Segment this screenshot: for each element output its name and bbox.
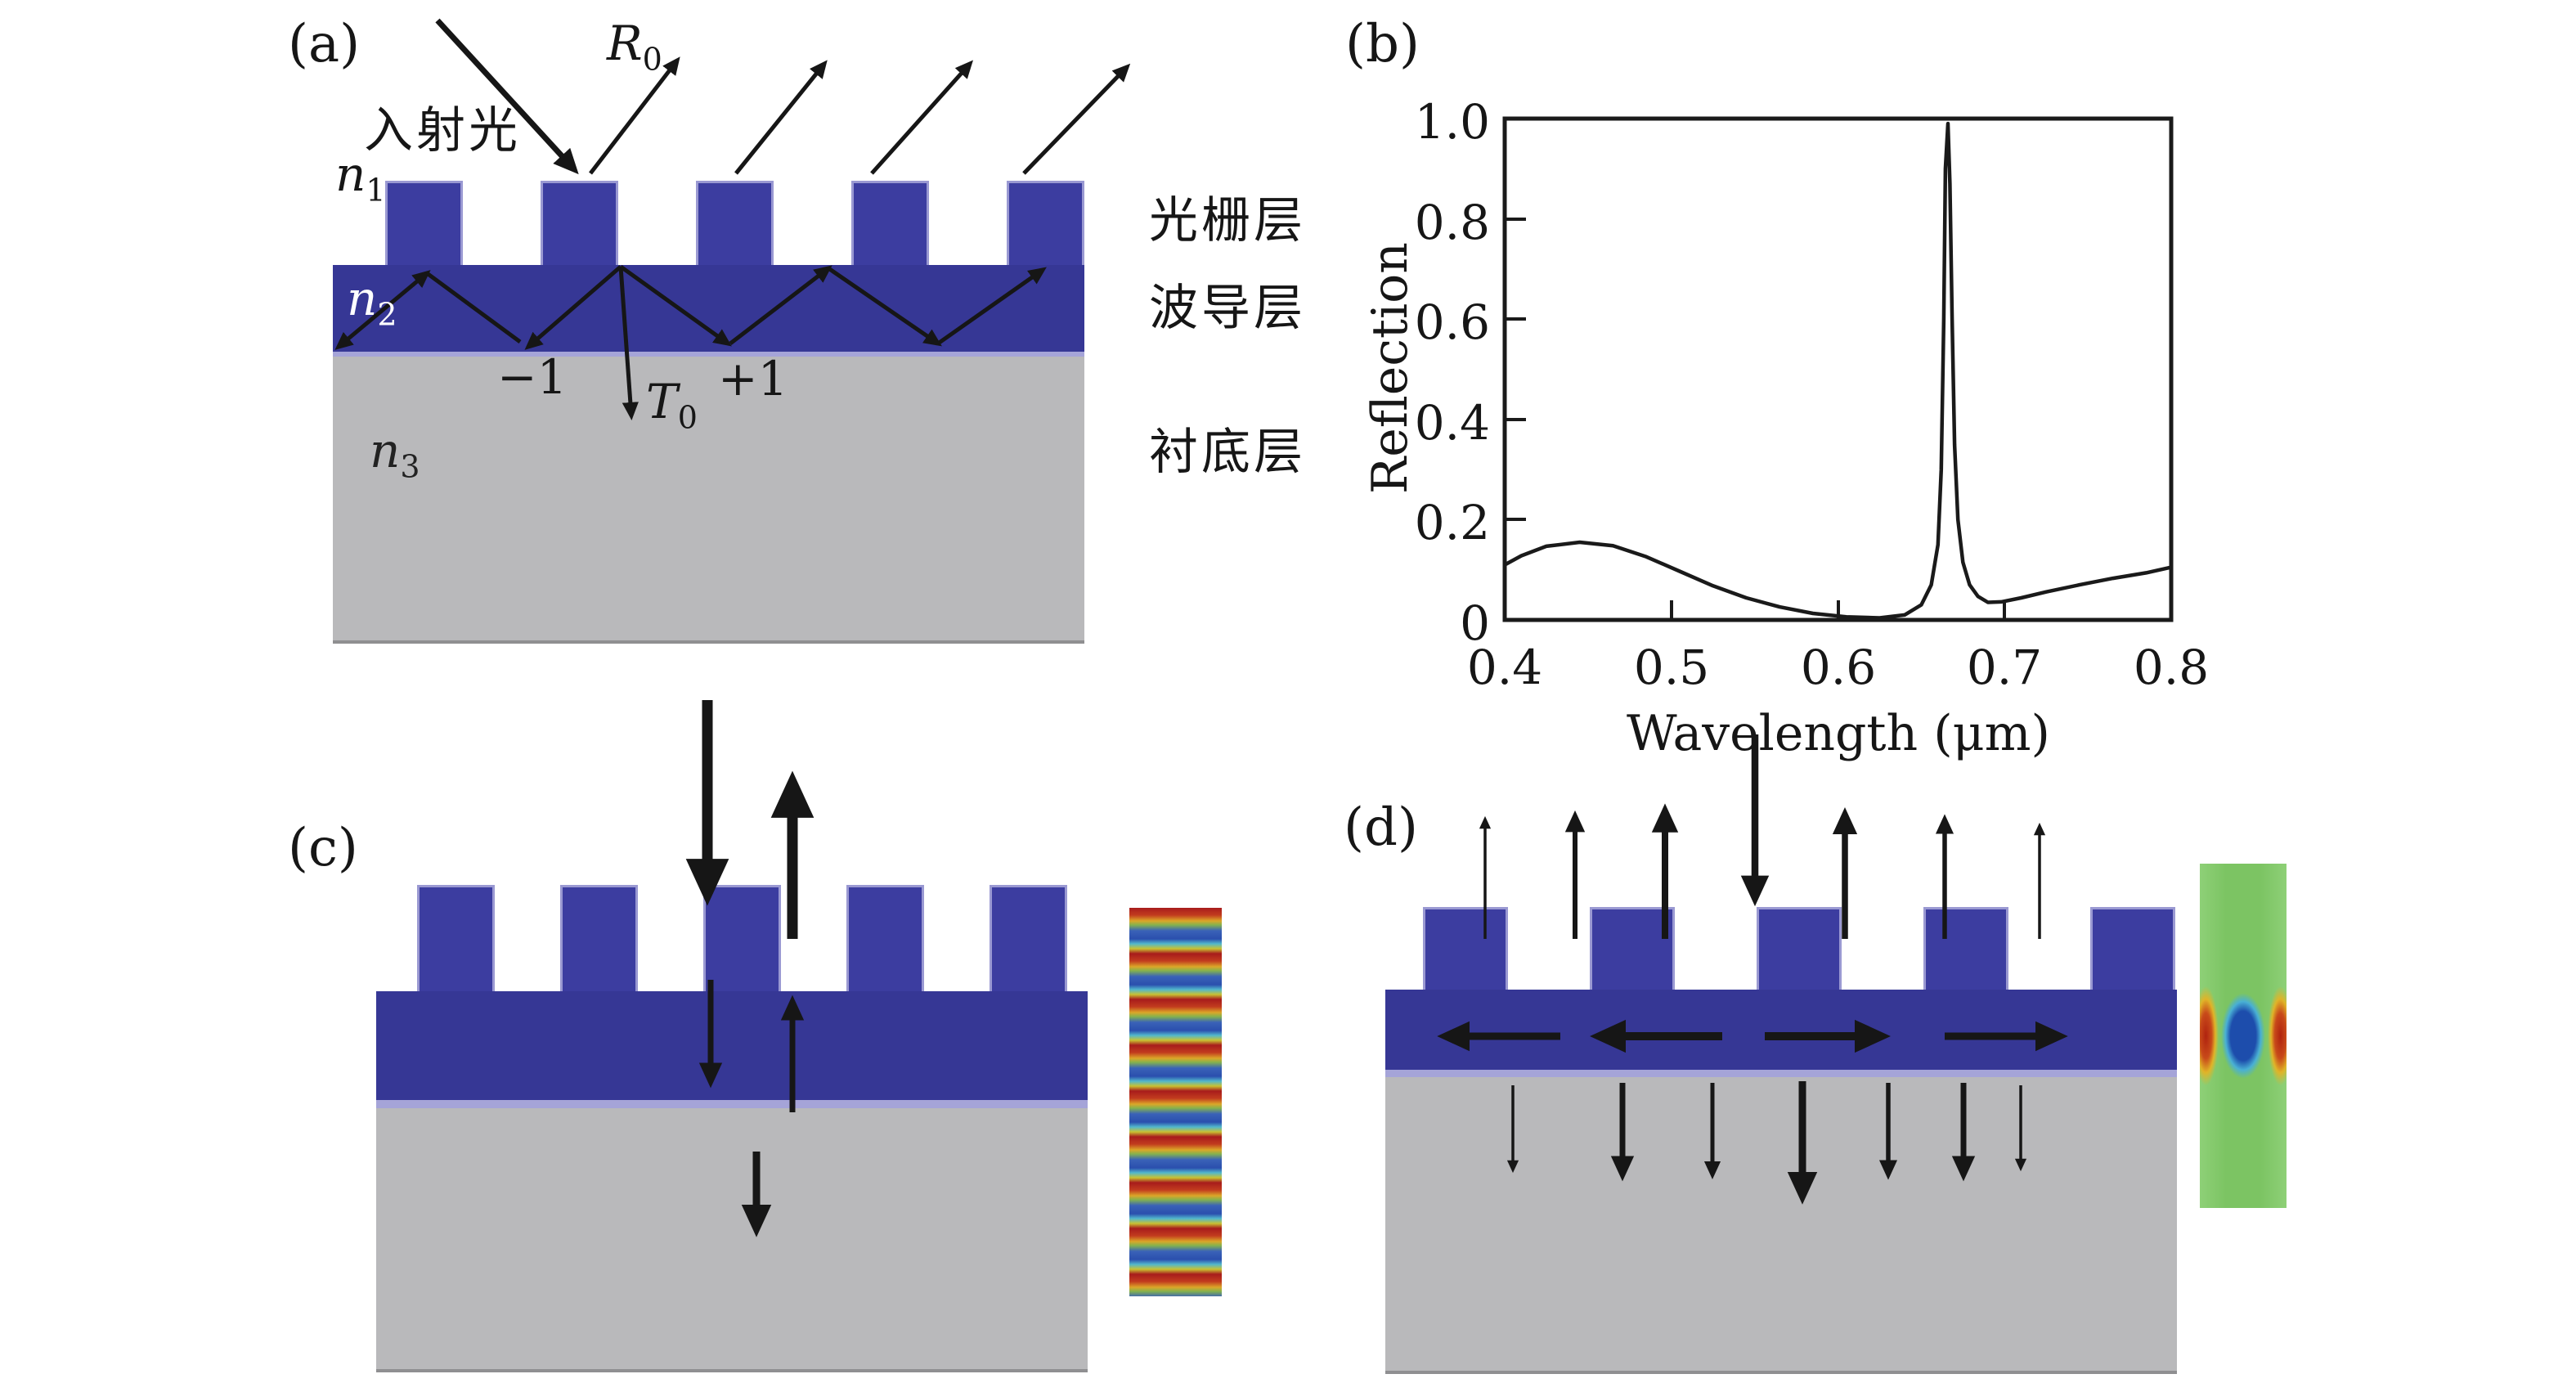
diffracted-up-arrow bbox=[1022, 63, 1131, 175]
panel-d-tag: (d) bbox=[1344, 797, 1418, 858]
t0-label: T0 bbox=[646, 374, 698, 436]
substrate-layer bbox=[376, 1100, 1088, 1372]
waveguide-slab bbox=[376, 991, 1088, 1100]
grating-tooth bbox=[846, 885, 924, 994]
waveguide-slab bbox=[1385, 990, 2177, 1070]
order-plus1-label: +1 bbox=[718, 351, 788, 406]
panel-a-tag: (a) bbox=[288, 14, 361, 74]
diffracted-up-arrow bbox=[734, 60, 828, 175]
grating-tooth bbox=[1007, 181, 1084, 267]
grating-tooth bbox=[851, 181, 929, 267]
grating-tooth bbox=[696, 181, 774, 267]
grating-tooth bbox=[541, 181, 618, 267]
grating-tooth bbox=[560, 885, 638, 994]
xtick-label: 0.7 bbox=[1966, 640, 2043, 695]
order-minus1-label: −1 bbox=[497, 349, 568, 405]
x-axis-title: Wavelength (μm) bbox=[1627, 705, 2050, 762]
reflection-plot bbox=[1502, 116, 2174, 622]
n3-label: n3 bbox=[370, 423, 420, 485]
grating-tooth bbox=[417, 885, 495, 994]
xtick-label: 0.5 bbox=[1633, 640, 1710, 695]
y-axis-title: Reflection bbox=[1362, 242, 1419, 494]
substrate-layer bbox=[333, 352, 1084, 644]
ytick-label: 0.8 bbox=[1414, 195, 1490, 250]
layer-label-waveguide: 波导层 bbox=[1149, 280, 1306, 337]
panel-b-tag: (b) bbox=[1345, 14, 1420, 74]
waveguide-slab bbox=[333, 265, 1084, 352]
ytick-label: 0 bbox=[1460, 595, 1490, 651]
grating-tooth bbox=[1923, 907, 2008, 992]
grating-tooth bbox=[990, 885, 1067, 994]
grating-tooth bbox=[1590, 907, 1675, 992]
ytick-label: 1.0 bbox=[1414, 94, 1490, 150]
n2-label: n2 bbox=[347, 271, 397, 333]
xtick-label: 0.8 bbox=[2133, 640, 2210, 695]
ytick-label: 0.2 bbox=[1414, 495, 1490, 550]
field-strip-mode-profile bbox=[2200, 864, 2287, 1208]
n1-label: n1 bbox=[335, 146, 386, 209]
panel-c-structure bbox=[376, 885, 1088, 1372]
plot-frame bbox=[1502, 116, 2174, 622]
substrate-layer bbox=[1385, 1070, 2177, 1374]
grating-tooth bbox=[2090, 907, 2175, 992]
layer-label-grating: 光栅层 bbox=[1149, 192, 1306, 249]
xtick-label: 0.6 bbox=[1800, 640, 1877, 695]
layer-label-substrate: 衬底层 bbox=[1149, 424, 1306, 481]
panel-a-structure bbox=[333, 181, 1084, 644]
grating-tooth bbox=[703, 885, 781, 994]
grating-tooth bbox=[1423, 907, 1508, 992]
r0-label: R0 bbox=[607, 16, 662, 78]
incident-light-label: 入射光 bbox=[364, 102, 521, 159]
ytick-label: 0.4 bbox=[1414, 395, 1490, 451]
xtick-label: 0.4 bbox=[1466, 640, 1543, 695]
panel-d-structure bbox=[1385, 907, 2177, 1374]
panel-c-tag: (c) bbox=[288, 818, 358, 878]
reflection-curve bbox=[1502, 121, 2174, 620]
diffracted-up-arrow bbox=[870, 60, 973, 175]
axis-ticks bbox=[1505, 218, 2006, 620]
grating-tooth bbox=[1757, 907, 1842, 992]
grating-tooth bbox=[385, 181, 463, 267]
reflected-r0-arrow bbox=[589, 56, 680, 175]
ytick-label: 0.6 bbox=[1414, 294, 1490, 350]
field-strip-standing-wave bbox=[1129, 908, 1222, 1296]
